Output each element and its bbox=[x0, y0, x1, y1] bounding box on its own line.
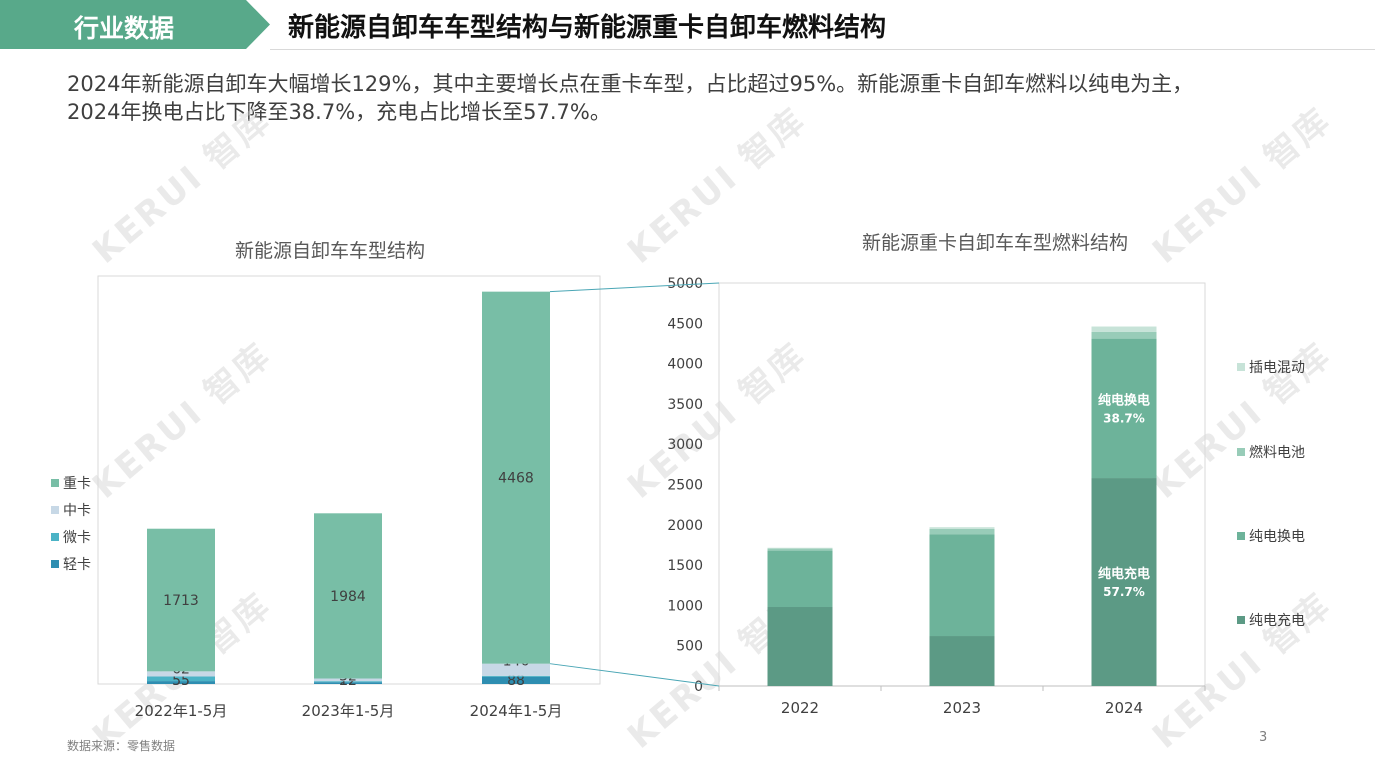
chart2-legend-swatch bbox=[1237, 363, 1245, 371]
chart2-legend-label: 纯电换电 bbox=[1249, 528, 1305, 545]
section-label: 行业数据 bbox=[74, 14, 175, 43]
chart1-legend-swatch bbox=[51, 506, 59, 514]
chart2-legend-label: 纯电充电 bbox=[1249, 613, 1305, 629]
chart2-bar-纯电充电-2022 bbox=[767, 607, 833, 686]
chart1-bar-重卡-0 bbox=[147, 528, 215, 672]
chart2-y-tick: 0 bbox=[694, 679, 703, 695]
summary-text: 2024年新能源自卸车大幅增长129%，其中主要增长点在重卡车型，占比超过95%… bbox=[67, 70, 1327, 126]
chart1-legend-label: 微卡 bbox=[63, 530, 91, 546]
chart1-x-tick: 2024年1-5月 bbox=[470, 702, 563, 720]
chart1-legend-swatch bbox=[51, 560, 59, 568]
chart1-data-label: 88 bbox=[507, 673, 525, 689]
chart1-bar-中卡-0 bbox=[147, 671, 215, 677]
chart2-y-tick: 1000 bbox=[667, 598, 703, 614]
chart2-legend-label: 插电混动 bbox=[1249, 360, 1305, 376]
chart2-y-tick: 500 bbox=[676, 639, 703, 655]
chart1-data-label: 1713 bbox=[163, 593, 199, 609]
chart2-legend-swatch bbox=[1237, 532, 1245, 540]
chart2-annotation-label: 纯电换电 bbox=[1098, 392, 1150, 408]
chart2-annotation-value: 57.7% bbox=[1103, 585, 1145, 599]
chart2-bar-插电混动-2022 bbox=[767, 547, 833, 549]
chart2-y-tick: 4000 bbox=[667, 357, 703, 373]
chart2-bar-纯电换电-2022 bbox=[767, 550, 833, 608]
chart1-bar-微卡-2 bbox=[482, 675, 550, 677]
chart2-legend-label: 燃料电池 bbox=[1249, 444, 1305, 461]
section-tag: 行业数据 bbox=[0, 0, 270, 49]
chart1-title: 新能源自卸车车型结构 bbox=[235, 240, 425, 262]
chart2-bar-燃料电池-2024 bbox=[1091, 331, 1157, 339]
chart2-x-tick: 2024 bbox=[1105, 699, 1143, 717]
chart1-bar-轻卡-2 bbox=[482, 676, 550, 684]
chart1-bar-中卡-2 bbox=[482, 663, 550, 676]
chart2-legend-swatch bbox=[1237, 448, 1245, 456]
chart2-y-tick: 3500 bbox=[667, 397, 703, 413]
chart1-legend-swatch bbox=[51, 479, 59, 487]
chart1-data-label: 4468 bbox=[498, 471, 534, 487]
title-divider bbox=[270, 49, 1375, 50]
chart1-data-label: 55 bbox=[172, 673, 190, 689]
chart1-bar-中卡-1 bbox=[314, 678, 382, 682]
chart2-title: 新能源重卡自卸车车型燃料结构 bbox=[862, 232, 1128, 254]
chart1-bar-微卡-1 bbox=[314, 681, 382, 683]
chart2-bar-纯电换电-2023 bbox=[929, 534, 995, 637]
chart2-bar-插电混动-2023 bbox=[929, 527, 995, 529]
summary-line-1: 2024年新能源自卸车大幅增长129%，其中主要增长点在重卡车型，占比超过95%… bbox=[67, 72, 1194, 96]
chart2-y-tick: 4500 bbox=[667, 316, 703, 332]
chart2-legend-swatch bbox=[1237, 616, 1245, 624]
chart2-bar-燃料电池-2022 bbox=[767, 548, 833, 551]
page-title: 新能源自卸车车型结构与新能源重卡自卸车燃料结构 bbox=[288, 13, 887, 43]
chart1-data-label: 1984 bbox=[330, 589, 366, 605]
page-number: 3 bbox=[1259, 730, 1268, 745]
chart2-bar-纯电换电-2024 bbox=[1091, 338, 1157, 479]
chart2-y-tick: 5000 bbox=[667, 276, 703, 292]
chart1-bar-重卡-2 bbox=[482, 291, 550, 664]
chart2-x-tick: 2023 bbox=[943, 699, 981, 717]
source-note: 数据来源：零售数据 bbox=[67, 739, 176, 753]
chart1-bar-轻卡-1 bbox=[314, 682, 382, 684]
chart1-x-tick: 2022年1-5月 bbox=[135, 702, 228, 720]
summary-line-2: 2024年换电占比下降至38.7%，充电占比增长至57.7%。 bbox=[67, 100, 611, 124]
chart1-legend-label: 中卡 bbox=[63, 503, 91, 519]
chart2-annotation-label: 纯电充电 bbox=[1098, 566, 1150, 582]
chart2-annotation-value: 38.7% bbox=[1103, 411, 1145, 425]
chart1-bar-重卡-1 bbox=[314, 513, 382, 679]
chart1-legend-label: 重卡 bbox=[63, 476, 91, 492]
chart2-x-tick: 2022 bbox=[781, 699, 819, 717]
chart2-bar-插电混动-2024 bbox=[1091, 326, 1157, 332]
chart1-legend-swatch bbox=[51, 533, 59, 541]
chart1-bar-微卡-0 bbox=[147, 676, 215, 682]
chart2-y-tick: 2500 bbox=[667, 478, 703, 494]
connector-line-bottom bbox=[549, 663, 720, 687]
chart1-bar-轻卡-0 bbox=[147, 681, 215, 684]
chart2-y-tick: 3000 bbox=[667, 437, 703, 453]
chart2-bar-燃料电池-2023 bbox=[929, 528, 995, 535]
chart2-bar-纯电充电-2023 bbox=[929, 636, 995, 686]
chart1-legend-label: 轻卡 bbox=[63, 557, 91, 573]
chart2-y-tick: 1500 bbox=[667, 558, 703, 574]
chart2-bar-纯电充电-2024 bbox=[1091, 478, 1157, 686]
chart1-x-tick: 2023年1-5月 bbox=[302, 702, 395, 720]
chart2-y-tick: 2000 bbox=[667, 518, 703, 534]
connector-line-top bbox=[549, 282, 720, 293]
